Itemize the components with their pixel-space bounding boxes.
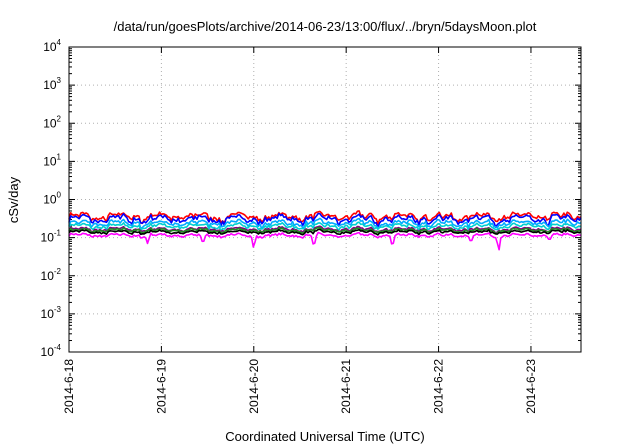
y-tick-exponent: 1 [57,152,62,161]
y-tick-base: 10 [41,269,55,283]
x-tick-labels: 2014-6-18 2014-6-19 2014-6-20 2014-6-21 2014… [62,359,538,414]
x-tick-label: 2014-6-18 [62,359,76,414]
y-tick-exponent: -4 [54,343,62,352]
x-tick-label: 2014-6-20 [247,359,261,414]
y-tick-base: 10 [43,78,57,92]
x-tick-label: 2014-6-19 [154,359,168,414]
y-tick-base: 10 [43,116,57,130]
series-line-2 [68,217,582,230]
y-tick-label: 10-4 [41,343,62,359]
y-tick-base: 10 [43,193,57,207]
y-tick-exponent: 0 [57,191,62,200]
x-tick-label: 2014-6-23 [524,359,538,414]
y-tick-label: 100 [43,191,61,207]
grid [68,46,581,353]
y-axis-label: cSv/day [6,176,21,223]
series-line-6 [68,228,582,236]
y-tick-base: 10 [41,307,55,321]
y-tick-exponent: -3 [54,305,62,314]
y-tick-exponent: 2 [57,114,62,123]
y-tick-label: 104 [43,38,61,54]
series-line-3 [68,221,581,232]
series-group [68,210,582,251]
series-line-7 [68,231,582,251]
y-tick-base: 10 [43,40,57,54]
y-tick-exponent: -2 [54,267,62,276]
y-tick-label: 103 [43,76,61,92]
y-tick-base: 10 [43,154,57,168]
y-tick-label: 10-1 [41,229,62,245]
y-tick-base: 10 [41,231,55,245]
x-tick-label: 2014-6-21 [339,359,353,414]
y-tick-label: 10-2 [41,267,62,283]
series-line-0 [68,210,582,225]
chart-title: /data/run/goesPlots/archive/2014-06-23/1… [114,19,537,34]
y-tick-base: 10 [41,345,55,359]
plot-frame [68,46,582,353]
y-tick-label: 10-3 [41,305,62,321]
y-tick-label: 102 [43,114,61,130]
y-tick-exponent: 3 [57,76,62,85]
y-tick-label: 101 [43,152,61,168]
x-tick-label: 2014-6-22 [432,359,446,414]
y-tick-exponent: -1 [54,229,62,238]
x-axis-label: Coordinated Universal Time (UTC) [225,429,424,444]
y-tick-exponent: 4 [57,38,62,47]
